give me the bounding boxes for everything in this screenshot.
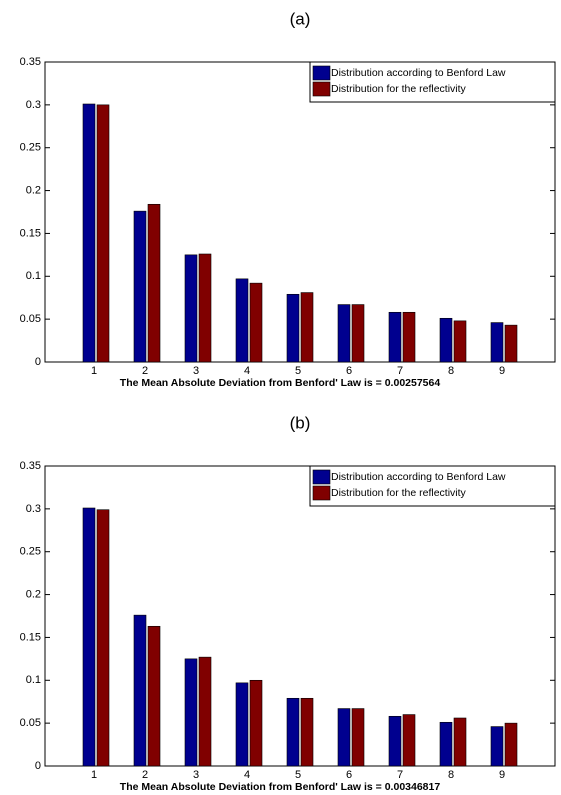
y-tick-label: 0.35 [20, 460, 41, 472]
y-tick-label: 0.25 [20, 546, 41, 558]
x-tick-label: 3 [193, 769, 199, 781]
legend-swatch [312, 485, 331, 501]
bar [133, 210, 147, 363]
bar [286, 697, 300, 767]
bar [147, 625, 161, 767]
subplot: (b) 0 0.05 0.1 0.15 0.2 0.25 0.3 0.35 1 2 3 4 5 6 7 8 9 Th… [20, 413, 556, 793]
bar [402, 311, 416, 363]
bar [504, 722, 518, 767]
bar [439, 721, 453, 767]
x-axis-label: The Mean Absolute Deviation from Benford… [120, 781, 441, 793]
bar [453, 320, 467, 363]
legend-box [309, 61, 556, 103]
legend-label: Distribution according to Benford Law [331, 471, 506, 483]
x-tick-label: 9 [499, 365, 505, 377]
x-tick-label: 1 [91, 769, 97, 781]
chart-title: (b) [290, 413, 311, 432]
legend-swatch [312, 469, 331, 485]
x-tick-label: 6 [346, 769, 352, 781]
bar [351, 708, 365, 767]
x-tick-label: 2 [142, 769, 148, 781]
y-tick-label: 0.15 [20, 631, 41, 643]
y-tick-label: 0.25 [20, 142, 41, 154]
bar [133, 614, 147, 767]
legend-label: Distribution for the reflectivity [331, 487, 467, 499]
x-tick-label: 6 [346, 365, 352, 377]
legend-swatch [312, 65, 331, 81]
y-tick-label: 0.05 [20, 313, 41, 325]
x-axis-label: The Mean Absolute Deviation from Benford… [120, 377, 441, 389]
bar [402, 714, 416, 767]
x-tick-label: 4 [244, 769, 250, 781]
x-tick-label: 5 [295, 365, 301, 377]
x-tick-label: 7 [397, 365, 403, 377]
bar [235, 682, 249, 767]
x-tick-label: 5 [295, 769, 301, 781]
x-tick-label: 1 [91, 365, 97, 377]
bar [388, 311, 402, 363]
x-tick-label: 3 [193, 365, 199, 377]
x-tick-label: 2 [142, 365, 148, 377]
bar [388, 715, 402, 767]
bar [184, 658, 198, 767]
bar [337, 304, 351, 363]
bar [198, 253, 212, 363]
bar [96, 509, 110, 767]
x-tick-label: 8 [448, 769, 454, 781]
x-tick-label: 7 [397, 769, 403, 781]
bar [439, 317, 453, 363]
chart-title: (a) [290, 9, 311, 28]
bar [504, 324, 518, 363]
bar [453, 717, 467, 767]
bar [249, 679, 263, 767]
y-tick-label: 0.1 [26, 270, 41, 282]
bar [490, 322, 504, 363]
legend-label: Distribution for the reflectivity [331, 83, 467, 95]
y-tick-label: 0.3 [26, 99, 41, 111]
bar [96, 104, 110, 363]
bar [82, 103, 96, 363]
y-tick-label: 0.05 [20, 717, 41, 729]
plot-area [44, 465, 556, 767]
y-tick-label: 0.15 [20, 227, 41, 239]
bar [184, 254, 198, 363]
bar [147, 203, 161, 363]
x-tick-label: 4 [244, 365, 250, 377]
bar [235, 278, 249, 363]
legend-box [309, 465, 556, 507]
bar [82, 507, 96, 767]
bar [300, 697, 314, 767]
plot-area [44, 61, 556, 363]
y-tick-label: 0.2 [26, 184, 41, 196]
legend-label: Distribution according to Benford Law [331, 67, 506, 79]
y-tick-label: 0.3 [26, 503, 41, 515]
bar [198, 656, 212, 767]
subplot: (a) 0 0.05 0.1 0.15 0.2 0.25 0.3 0.35 1 2 3 4 5 6 7 8 9 Th… [20, 9, 556, 389]
bar [337, 708, 351, 767]
x-tick-label: 8 [448, 365, 454, 377]
bar [300, 292, 314, 363]
x-tick-label: 9 [499, 769, 505, 781]
bar [351, 304, 365, 363]
legend-swatch [312, 81, 331, 97]
y-tick-label: 0 [35, 760, 41, 772]
bar [286, 293, 300, 363]
y-tick-label: 0 [35, 356, 41, 368]
bar [490, 726, 504, 767]
bar [249, 282, 263, 363]
y-tick-label: 0.35 [20, 56, 41, 68]
y-tick-label: 0.2 [26, 588, 41, 600]
y-tick-label: 0.1 [26, 674, 41, 686]
